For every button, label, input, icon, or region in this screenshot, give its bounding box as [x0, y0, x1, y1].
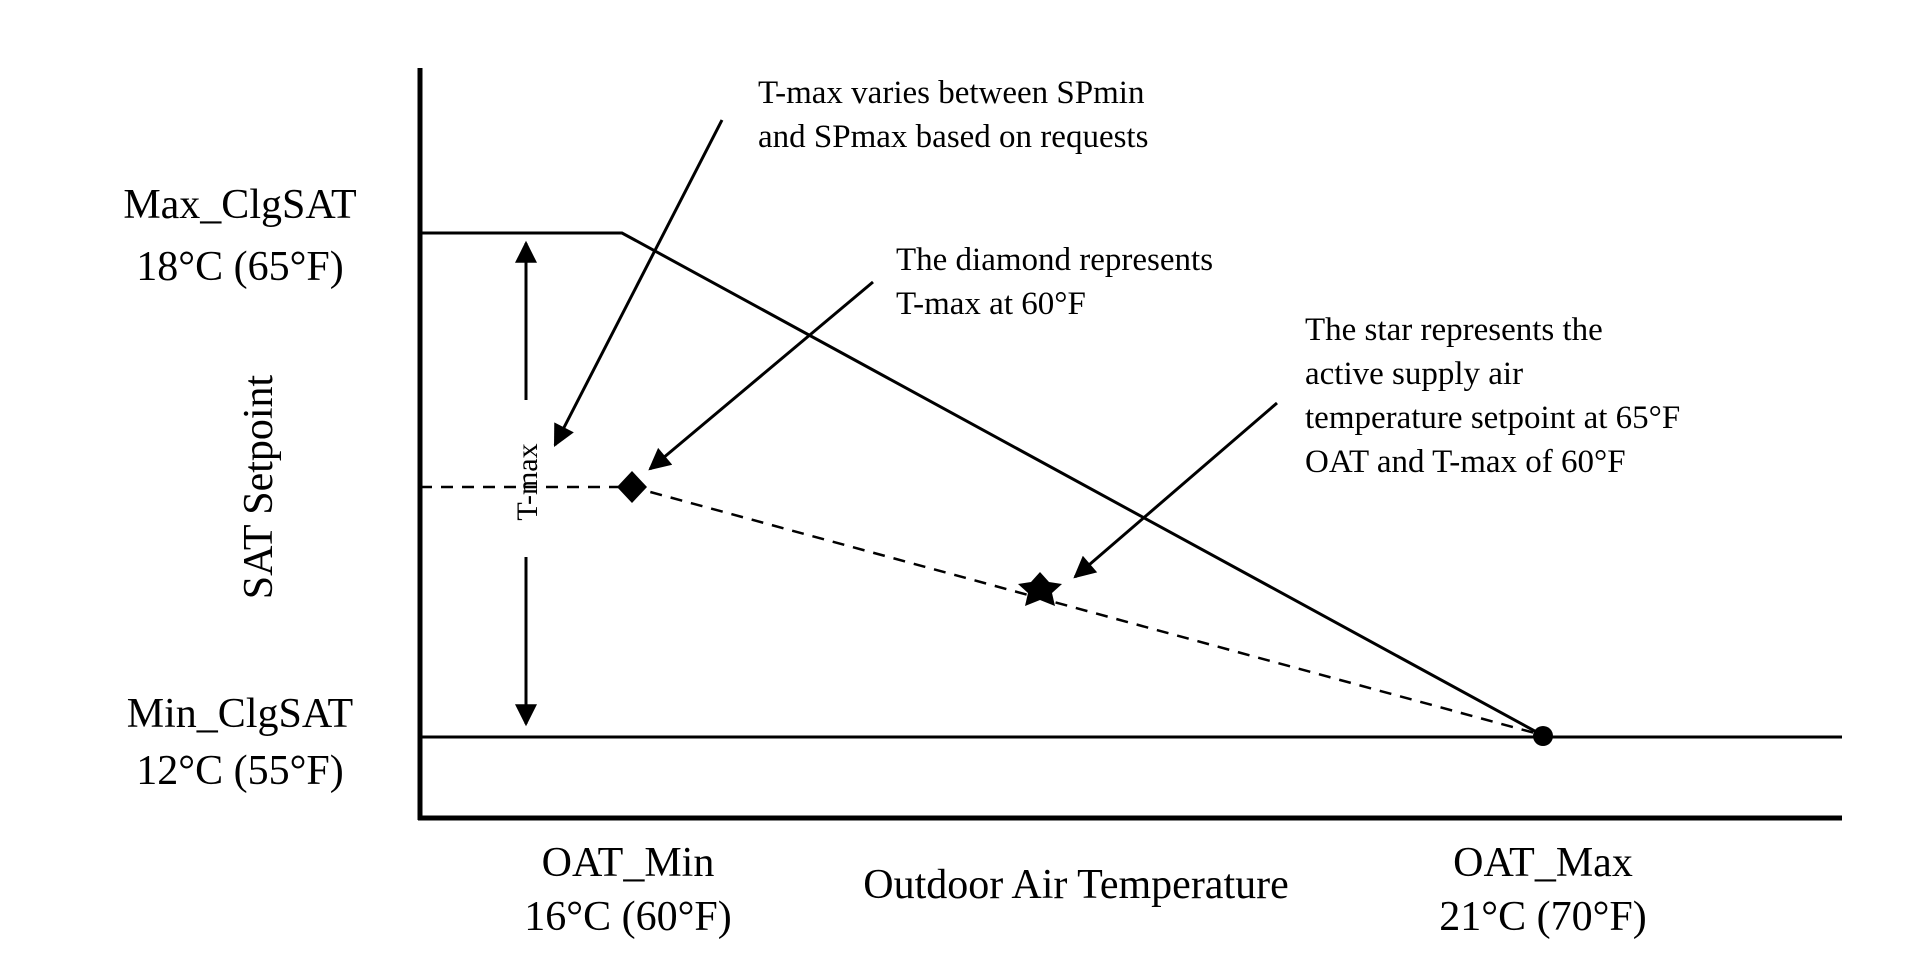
max-setpoint-line [420, 231, 1543, 737]
tmax-note-arrow [553, 119, 724, 447]
endpoint-dot [1533, 726, 1553, 746]
tmax-note-line-2: and SPmax based on requests [758, 119, 1148, 155]
diamond-note-arrow [648, 280, 874, 471]
star-note-arrow [1073, 401, 1278, 579]
oat-max-label: OAT_Max [1453, 840, 1633, 886]
max-clgsat-value: 18°C (65°F) [136, 244, 343, 290]
min-clgsat-label: Min_ClgSAT [127, 691, 353, 737]
oat-max-value: 21°C (70°F) [1439, 894, 1646, 940]
diamond-marker [617, 471, 647, 503]
diamond-note-line-2: T-max at 60°F [896, 286, 1086, 322]
star-note-line-3: temperature setpoint at 65°F [1305, 400, 1680, 436]
oat-min-value: 16°C (60°F) [524, 894, 731, 940]
tmax-note: T-max varies between SPmin and SPmax bas… [758, 75, 1148, 155]
y-axis-title: SAT Setpoint [236, 374, 282, 599]
tmax-note-line-1: T-max varies between SPmin [758, 75, 1144, 111]
diamond-note: The diamond represents T-max at 60°F [896, 242, 1213, 322]
max-clgsat-label: Max_ClgSAT [123, 182, 356, 228]
min-clgsat-value: 12°C (55°F) [136, 748, 343, 794]
tmax-reset-line [420, 485, 1543, 737]
diamond-note-line-1: The diamond represents [896, 242, 1213, 278]
star-marker [1018, 572, 1062, 606]
star-note-line-4: OAT and T-max of 60°F [1305, 444, 1626, 480]
oat-min-label: OAT_Min [542, 840, 715, 886]
star-note-line-2: active supply air [1305, 356, 1523, 392]
x-axis-title: Outdoor Air Temperature [863, 862, 1289, 908]
star-note: The star represents the active supply ai… [1305, 312, 1680, 480]
star-note-line-1: The star represents the [1305, 312, 1603, 348]
tmax-dimension-label: T-max [511, 443, 544, 520]
